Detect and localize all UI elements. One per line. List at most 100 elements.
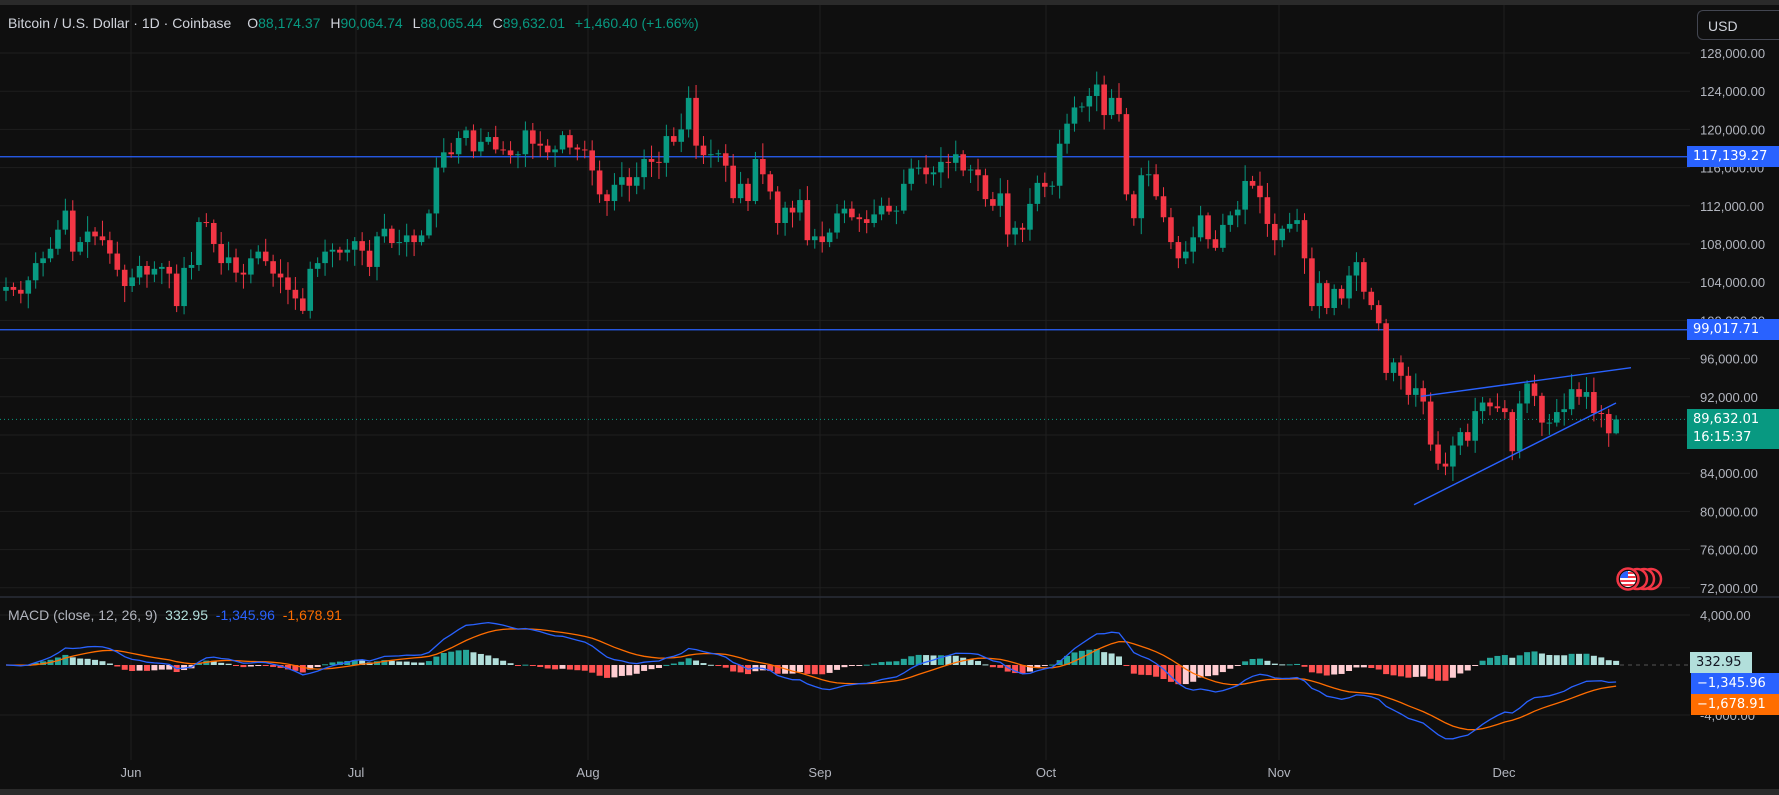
- macd-title[interactable]: MACD (close, 12, 26, 9): [8, 607, 158, 623]
- candle-body: [1583, 392, 1590, 397]
- macd-histogram-bar: [1353, 665, 1360, 668]
- candle-body: [1227, 215, 1234, 225]
- candle: [849, 201, 855, 221]
- macd-histogram-bar: [1108, 653, 1115, 665]
- candle: [1301, 213, 1308, 274]
- candle: [752, 151, 759, 205]
- hline-lower-tag[interactable]: 99,017.71: [1687, 319, 1779, 340]
- symbol-legend: Bitcoin / U.S. Dollar · 1D · Coinbase O8…: [8, 15, 699, 31]
- candle: [1413, 373, 1419, 407]
- macd-histogram-bar: [284, 665, 291, 670]
- candle: [396, 229, 403, 256]
- candle: [1286, 212, 1293, 233]
- macd-histogram-bar: [322, 664, 329, 666]
- candle-body: [10, 286, 17, 290]
- candle-body: [478, 141, 484, 152]
- candle-body: [1427, 401, 1434, 445]
- candle: [1182, 241, 1189, 265]
- candle-body: [196, 222, 202, 266]
- macd-histogram-bar: [1279, 664, 1286, 666]
- horizontal-lines: [0, 156, 1690, 420]
- macd-histogram-bar: [1605, 660, 1612, 665]
- candle: [1516, 390, 1523, 459]
- macd-histogram-bar: [307, 665, 314, 670]
- candle-body: [811, 236, 818, 241]
- interval[interactable]: 1D: [141, 15, 160, 31]
- candle: [1116, 83, 1122, 122]
- candle-body: [804, 200, 811, 241]
- macd-histogram-bar: [952, 655, 959, 665]
- candle: [1064, 113, 1070, 154]
- candle: [25, 276, 32, 309]
- economic-events-icon[interactable]: [1613, 566, 1665, 592]
- candle-body: [1576, 389, 1582, 397]
- macd-signal-line: [5, 628, 1617, 731]
- macd-histogram-bar: [915, 654, 922, 665]
- hline-upper-tag[interactable]: 117,139.27: [1687, 146, 1779, 167]
- close-label: C: [492, 15, 503, 31]
- candle: [381, 213, 388, 243]
- candle: [693, 84, 699, 159]
- macd-histogram-bar: [1271, 663, 1278, 665]
- candle-body: [255, 251, 262, 259]
- candle-body: [389, 228, 395, 244]
- candle: [641, 149, 647, 190]
- candle-body: [589, 150, 595, 171]
- candle: [285, 262, 291, 305]
- candle-body: [218, 244, 224, 264]
- candle: [1390, 358, 1397, 382]
- macd-histogram-bar: [1041, 665, 1048, 667]
- symbol-name[interactable]: Bitcoin / U.S. Dollar: [8, 15, 130, 31]
- candle: [248, 249, 254, 284]
- candle: [967, 164, 974, 184]
- candle: [671, 127, 677, 146]
- macd-histogram-bar: [1197, 665, 1204, 678]
- candle: [1049, 181, 1056, 195]
- macd-pane: [5, 621, 1690, 740]
- candle: [938, 147, 944, 188]
- macd-histogram-bar: [1553, 655, 1560, 665]
- candle-body: [841, 208, 848, 214]
- macd-histogram-bar: [381, 660, 388, 665]
- candle: [1472, 397, 1478, 453]
- macd-legend: MACD (close, 12, 26, 9) 332.95 -1,345.96…: [8, 607, 342, 623]
- candle-body: [604, 194, 610, 202]
- macd-histogram-bar: [1264, 660, 1271, 665]
- macd-histogram-bar: [923, 655, 930, 665]
- candle-body: [1568, 389, 1575, 410]
- trendlines: [1413, 366, 1632, 506]
- candle-body: [181, 267, 187, 307]
- candle: [203, 213, 210, 228]
- candle-body: [633, 177, 640, 186]
- bottom-border: [0, 789, 1779, 795]
- candle-body: [440, 152, 447, 168]
- macd-histogram-bar: [908, 656, 915, 665]
- candle: [1353, 252, 1360, 291]
- candle-body: [730, 165, 736, 199]
- candle-body: [945, 161, 952, 163]
- candle-body: [1346, 275, 1352, 299]
- price-axis-label: 112,000.00: [1700, 199, 1764, 214]
- macd-histogram-bar: [1086, 649, 1093, 665]
- candle-body: [537, 143, 544, 146]
- candle: [1605, 408, 1612, 447]
- macd-histogram-bar: [819, 665, 826, 675]
- macd-histogram-bar: [834, 665, 841, 670]
- candle: [47, 237, 54, 263]
- macd-histogram-bar: [1123, 665, 1130, 666]
- candle: [411, 229, 417, 257]
- candle: [1153, 164, 1159, 200]
- candle-body: [233, 257, 239, 273]
- candle-body: [774, 191, 781, 223]
- candle: [1004, 179, 1011, 247]
- macd-histogram-bar: [604, 665, 611, 678]
- candle-body: [84, 231, 91, 243]
- macd-histogram-bar: [1487, 657, 1493, 665]
- candle: [737, 171, 744, 204]
- macd-histogram-bar: [1286, 664, 1293, 666]
- candle: [871, 199, 877, 228]
- currency-button[interactable]: USD: [1697, 10, 1779, 40]
- candle: [1034, 175, 1041, 212]
- candle-body: [708, 154, 714, 156]
